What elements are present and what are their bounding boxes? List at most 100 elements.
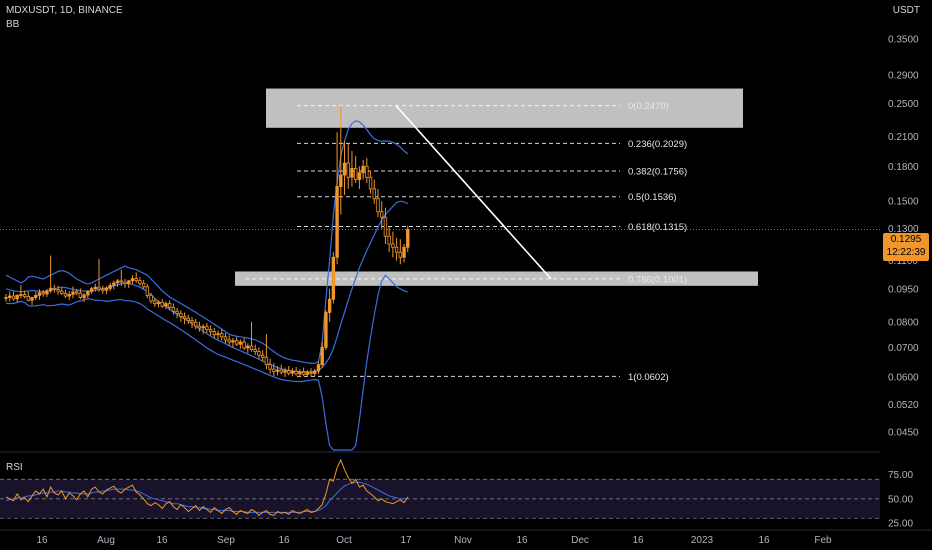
last-price-value: 0.1295 bbox=[890, 234, 922, 245]
candle-body bbox=[275, 369, 280, 372]
x-tick-label: 16 bbox=[632, 535, 644, 546]
y-tick-label: 0.0520 bbox=[888, 400, 919, 411]
candle-body bbox=[391, 243, 395, 248]
candle-body bbox=[123, 281, 127, 285]
candle-body bbox=[279, 369, 283, 373]
candle-body bbox=[301, 371, 306, 375]
last-price-badge: 0.1295 12:22:39 bbox=[883, 233, 929, 261]
candle-body bbox=[160, 302, 164, 307]
candle-body bbox=[361, 165, 365, 174]
candle-body bbox=[104, 288, 109, 291]
zone-rect bbox=[235, 271, 758, 286]
candle-body bbox=[242, 341, 246, 349]
candle-body bbox=[287, 370, 291, 374]
x-tick-label: 2023 bbox=[691, 535, 714, 546]
trendline bbox=[395, 105, 552, 280]
y-tick-label: 0.1300 bbox=[888, 224, 919, 235]
fib-label: 0.236(0.2029) bbox=[628, 139, 687, 150]
candle-body bbox=[357, 172, 362, 180]
fib-label: 0.5(0.1536) bbox=[628, 192, 677, 203]
candle-body bbox=[257, 351, 261, 356]
candle-body bbox=[234, 340, 239, 345]
bb-lower bbox=[6, 274, 408, 451]
candle-body bbox=[11, 295, 16, 300]
candle-body bbox=[82, 294, 86, 298]
candle-body bbox=[216, 333, 220, 336]
x-tick-label: Feb bbox=[814, 535, 832, 546]
rsi-pane: 75.00 50.00 25.00 bbox=[0, 451, 913, 530]
y-tick-label: 0.0450 bbox=[888, 428, 919, 439]
fib-levels: 0(0.2470) 0.236(0.2029) 0.382(0.1756) 0.5(0… bbox=[245, 101, 687, 383]
candle-body bbox=[294, 370, 298, 375]
candle-body bbox=[153, 300, 157, 304]
candle-body bbox=[220, 333, 224, 338]
rsi-tick-label: 50.00 bbox=[888, 494, 913, 505]
candle-body bbox=[201, 326, 205, 329]
candle-body bbox=[60, 290, 64, 294]
candle-body bbox=[398, 251, 403, 258]
candle-body bbox=[74, 291, 79, 294]
candle-body bbox=[127, 280, 131, 285]
y-tick-label: 0.0600 bbox=[888, 372, 919, 383]
candle-body bbox=[115, 280, 120, 284]
candle-body bbox=[260, 354, 265, 358]
candle-body bbox=[205, 326, 209, 331]
candle-body bbox=[249, 345, 254, 351]
x-tick-label: 16 bbox=[156, 535, 168, 546]
candle-body bbox=[197, 325, 202, 329]
candle-body bbox=[353, 168, 358, 180]
fib-label: 0.382(0.1756) bbox=[628, 167, 687, 178]
candle-body bbox=[246, 345, 250, 349]
x-tick-label: Aug bbox=[97, 535, 115, 546]
x-tick-label: 16 bbox=[278, 535, 290, 546]
x-axis: 16 Aug 16 Sep 16 Oct 17 Nov 16 Dec 16 2023 16 Feb bbox=[0, 529, 932, 546]
candle-body bbox=[89, 288, 94, 292]
candle-body bbox=[383, 216, 388, 237]
x-tick-label: 16 bbox=[758, 535, 770, 546]
candle-body bbox=[138, 280, 142, 284]
candle-body bbox=[186, 317, 190, 322]
y-tick-label: 0.1500 bbox=[888, 197, 919, 208]
trendline-group bbox=[395, 105, 552, 280]
candle-body bbox=[253, 349, 257, 352]
candle-body bbox=[78, 292, 83, 298]
candle-body bbox=[112, 282, 116, 286]
candle-body bbox=[45, 290, 49, 295]
candle-body bbox=[268, 364, 272, 370]
fib-label: 1(0.0602) bbox=[628, 372, 669, 383]
candle-body bbox=[97, 286, 101, 290]
indicator-label: BB bbox=[6, 19, 20, 30]
candle-body bbox=[63, 292, 68, 297]
candle-body bbox=[22, 294, 27, 297]
candle-body bbox=[67, 293, 71, 297]
candle-body bbox=[320, 347, 324, 365]
x-tick-label: Nov bbox=[454, 535, 472, 546]
fib-label: 0(0.2470) bbox=[628, 101, 669, 112]
x-tick-label: Sep bbox=[217, 535, 235, 546]
candle-body bbox=[167, 303, 172, 308]
zone-rect bbox=[266, 88, 743, 128]
candle-body bbox=[56, 289, 60, 292]
candle-body bbox=[331, 256, 336, 300]
candle-body bbox=[335, 186, 339, 258]
y-tick-label: 0.2500 bbox=[888, 99, 919, 110]
y-tick-label: 0.1100 bbox=[888, 256, 918, 267]
candle-body bbox=[37, 292, 42, 296]
candle-body bbox=[309, 372, 313, 374]
candle-body bbox=[30, 297, 34, 301]
candle-body bbox=[41, 292, 45, 295]
y-tick-label: 0.0700 bbox=[888, 343, 919, 354]
countdown: 12:22:39 bbox=[886, 247, 926, 258]
candle-body bbox=[194, 321, 198, 327]
candle-body bbox=[190, 320, 194, 323]
y-tick-label: 0.0800 bbox=[888, 317, 919, 328]
candle-body bbox=[272, 368, 276, 372]
candle-body bbox=[298, 371, 302, 375]
candle-body bbox=[171, 307, 176, 312]
candle-body bbox=[108, 285, 112, 289]
candle-body bbox=[141, 282, 146, 288]
chart-title: MDXUSDT, 1D, BINANCE bbox=[6, 5, 123, 16]
candle-body bbox=[208, 329, 213, 333]
candle-body bbox=[130, 278, 135, 282]
